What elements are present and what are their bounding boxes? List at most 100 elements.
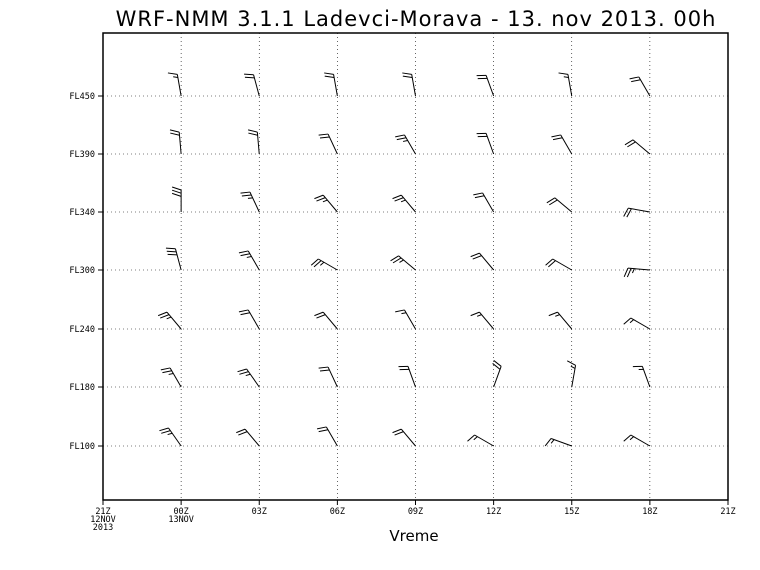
barb-feather bbox=[313, 260, 322, 268]
barb-shaft bbox=[400, 194, 416, 213]
barb-feather bbox=[240, 253, 250, 257]
barb-shaft bbox=[178, 132, 182, 155]
barb-feather bbox=[566, 360, 576, 366]
barb-shaft bbox=[482, 192, 495, 213]
barb-feather bbox=[171, 186, 182, 191]
wind-barb bbox=[402, 72, 416, 97]
barb-shaft bbox=[407, 366, 416, 388]
barb-feather bbox=[624, 139, 634, 146]
wind-barb bbox=[473, 192, 495, 213]
barb-feather bbox=[244, 73, 254, 76]
barb-shaft bbox=[641, 366, 651, 388]
wind-barb bbox=[545, 258, 573, 271]
wind-barb bbox=[492, 360, 502, 388]
barb-shaft bbox=[244, 428, 260, 447]
x-tick-label: 21Z bbox=[95, 507, 110, 517]
barb-feather bbox=[324, 72, 334, 75]
wind-barb bbox=[169, 129, 182, 155]
wind-barb bbox=[629, 76, 651, 97]
wind-barb bbox=[238, 309, 260, 330]
barb-shaft bbox=[318, 258, 338, 271]
barb-feather bbox=[310, 258, 319, 266]
barb-feather bbox=[395, 309, 405, 313]
wind-barb bbox=[247, 129, 260, 155]
barb-feather bbox=[171, 192, 182, 197]
barb-feather bbox=[623, 317, 632, 325]
barb-feather bbox=[316, 197, 326, 202]
wind-barb bbox=[392, 428, 416, 447]
barb-shaft bbox=[253, 74, 260, 97]
barb-shaft bbox=[176, 74, 182, 97]
barb-half-feather bbox=[246, 256, 252, 258]
y-tick-label: FL340 bbox=[69, 208, 95, 218]
barb-feather bbox=[548, 260, 556, 268]
wind-barb bbox=[546, 197, 573, 213]
barb-feather bbox=[545, 258, 554, 266]
barb-shaft bbox=[325, 426, 338, 447]
wind-barb bbox=[390, 255, 416, 271]
barb-shaft bbox=[327, 133, 338, 155]
barb-feather bbox=[467, 434, 475, 442]
barb-half-feather bbox=[555, 314, 560, 317]
barb-half-feather bbox=[399, 259, 404, 263]
wind-barb bbox=[467, 434, 494, 447]
y-tick-label: FL300 bbox=[69, 266, 95, 276]
barb-shaft bbox=[630, 434, 651, 447]
barb-feather bbox=[470, 252, 480, 258]
barb-feather bbox=[631, 79, 641, 83]
barb-feather bbox=[314, 194, 324, 200]
wind-barb bbox=[314, 194, 338, 213]
wind-barbs bbox=[157, 72, 651, 447]
barb-half-feather bbox=[173, 76, 178, 78]
barb-shaft bbox=[628, 207, 650, 213]
barb-feather bbox=[248, 132, 258, 136]
barb-feather bbox=[161, 430, 171, 434]
y-tick-label: FL390 bbox=[69, 150, 95, 160]
barb-shaft bbox=[404, 309, 416, 330]
barb-feather bbox=[392, 194, 402, 200]
barb-shaft bbox=[554, 197, 573, 213]
barb-feather bbox=[470, 311, 480, 317]
barb-feather bbox=[392, 428, 402, 434]
barb-half-feather bbox=[631, 268, 635, 274]
x-tick-label: 00Z bbox=[173, 507, 188, 517]
wind-barb bbox=[623, 267, 650, 278]
barb-feather bbox=[493, 360, 502, 367]
y-tick-label: FL240 bbox=[69, 325, 95, 335]
y-tick-label: FL100 bbox=[69, 442, 95, 452]
barb-feather bbox=[236, 428, 246, 434]
wind-barb bbox=[548, 311, 573, 330]
x-tick-label: 03Z bbox=[252, 507, 267, 517]
wind-barb bbox=[566, 360, 577, 388]
wind-barb bbox=[316, 426, 338, 447]
barb-half-feather bbox=[402, 140, 408, 142]
barb-shaft bbox=[166, 311, 182, 330]
wind-barb bbox=[171, 186, 182, 212]
barb-shaft bbox=[557, 311, 573, 330]
grid bbox=[103, 33, 728, 500]
barb-half-feather bbox=[473, 436, 478, 441]
barb-shaft bbox=[638, 76, 651, 97]
x-axis-label: Vreme bbox=[389, 527, 438, 545]
barb-half-feather bbox=[570, 365, 576, 369]
barb-feather bbox=[157, 311, 168, 317]
barb-shaft bbox=[256, 132, 260, 155]
barb-shaft bbox=[411, 74, 416, 97]
barb-feather bbox=[237, 368, 247, 373]
barb-shaft bbox=[493, 366, 502, 388]
barb-feather bbox=[319, 369, 330, 372]
barb-shaft bbox=[174, 248, 182, 271]
barb-feather bbox=[240, 191, 251, 194]
wind-barb bbox=[624, 139, 651, 155]
x-tick-label: 09Z bbox=[408, 507, 423, 517]
barb-half-feather bbox=[167, 432, 173, 436]
barb-feather bbox=[162, 370, 172, 374]
barb-feather bbox=[392, 257, 402, 264]
y-tick-label: FL180 bbox=[69, 383, 95, 393]
barb-shaft bbox=[550, 438, 572, 447]
barb-shaft bbox=[247, 309, 260, 330]
wind-barb bbox=[623, 207, 650, 218]
barb-feather bbox=[548, 311, 558, 317]
barb-shaft bbox=[552, 258, 573, 271]
x-tick-label: 21Z bbox=[720, 507, 735, 517]
